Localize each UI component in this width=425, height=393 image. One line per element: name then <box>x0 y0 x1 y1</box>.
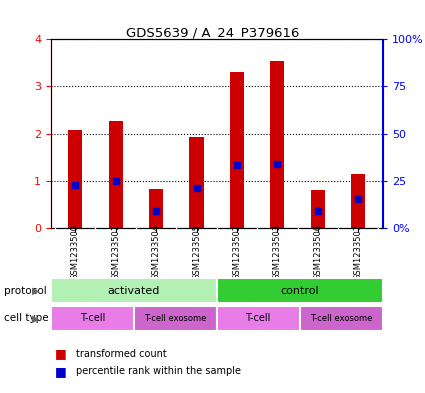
Text: percentile rank within the sample: percentile rank within the sample <box>76 366 241 376</box>
Text: GSM1233500: GSM1233500 <box>71 224 80 279</box>
Bar <box>230 72 244 228</box>
Bar <box>109 121 123 228</box>
Bar <box>311 190 325 228</box>
Text: ▶: ▶ <box>32 286 40 296</box>
Text: activated: activated <box>108 286 160 296</box>
Text: T-cell: T-cell <box>80 313 105 323</box>
Text: ■: ■ <box>55 347 67 360</box>
Bar <box>270 61 284 228</box>
Text: GSM1233502: GSM1233502 <box>232 224 241 279</box>
FancyBboxPatch shape <box>51 278 217 303</box>
Bar <box>190 137 204 228</box>
FancyBboxPatch shape <box>217 278 382 303</box>
Text: cell type: cell type <box>4 313 49 323</box>
Text: GSM1233505: GSM1233505 <box>192 224 201 279</box>
Bar <box>149 189 163 228</box>
Text: T-cell: T-cell <box>246 313 271 323</box>
Text: transformed count: transformed count <box>76 349 167 359</box>
Text: T-cell exosome: T-cell exosome <box>144 314 207 323</box>
Text: protocol: protocol <box>4 286 47 296</box>
Text: ▶: ▶ <box>32 313 40 323</box>
FancyBboxPatch shape <box>134 306 217 331</box>
FancyBboxPatch shape <box>217 306 300 331</box>
Text: GSM1233504: GSM1233504 <box>152 224 161 279</box>
Bar <box>351 174 365 228</box>
Bar <box>68 130 82 228</box>
Text: control: control <box>280 286 319 296</box>
Text: GSM1233503: GSM1233503 <box>273 224 282 279</box>
Text: T-cell exosome: T-cell exosome <box>310 314 372 323</box>
Text: GSM1233507: GSM1233507 <box>354 224 363 279</box>
FancyBboxPatch shape <box>300 306 382 331</box>
Text: ■: ■ <box>55 365 67 378</box>
FancyBboxPatch shape <box>51 306 134 331</box>
Text: GSM1233506: GSM1233506 <box>313 224 322 279</box>
Text: GSM1233501: GSM1233501 <box>111 224 120 279</box>
Text: GDS5639 / A_24_P379616: GDS5639 / A_24_P379616 <box>126 26 299 39</box>
